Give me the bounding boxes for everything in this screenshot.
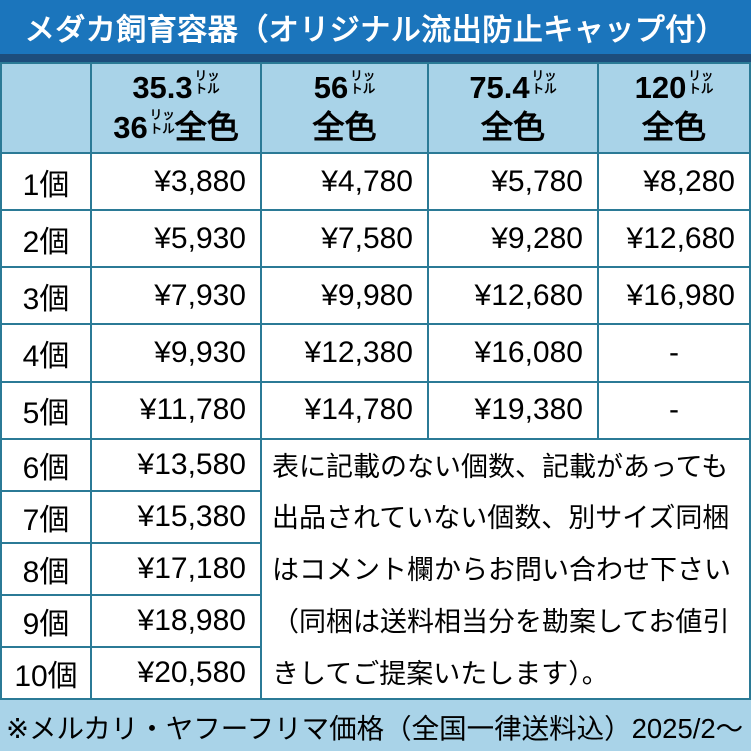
title-text: メダカ飼育容器（オリジナル流出防止キャップ付） xyxy=(24,14,727,47)
header-col-56: 56 リッ トル 全色 xyxy=(262,64,427,153)
price-table: 35.3 リッ トル 36 リッ トル 全色 56 リッ トル 全色 75.4 リッ トル 全色 xyxy=(0,62,751,700)
price-cell: ¥5,780 xyxy=(429,154,597,210)
size-number: 36 xyxy=(113,109,148,145)
price-cell: ¥12,680 xyxy=(599,211,749,267)
price-cell: ¥5,930 xyxy=(92,211,260,267)
header-col-75: 75.4 リッ トル 全色 xyxy=(429,64,597,153)
header-corner-cell xyxy=(2,64,90,153)
price-cell: ¥19,380 xyxy=(429,382,597,438)
no-offer-cell: - xyxy=(599,382,749,438)
liter-unit: リッ トル xyxy=(531,68,557,96)
qty-cell: 5個 xyxy=(2,382,90,438)
all-color-label: 全色 xyxy=(641,109,706,145)
size-label-120: 120 リッ トル xyxy=(634,68,714,105)
footer-note: ※メルカリ・ヤフーフリマ価格（全国一律送料込）2025/2～ xyxy=(6,712,744,744)
no-offer-cell: - xyxy=(599,325,749,381)
note-text: 表に記載のない個数、記載があっても出品されていない個数、別サイズ同梱はコメント欄… xyxy=(262,439,749,698)
price-cell: ¥9,280 xyxy=(429,211,597,267)
all-color-label: 全色 xyxy=(312,109,377,145)
price-cell: ¥4,780 xyxy=(262,154,427,210)
liter-unit: リッ トル xyxy=(350,68,376,96)
price-cell: ¥7,930 xyxy=(92,268,260,324)
qty-cell: 3個 xyxy=(2,268,90,324)
qty-cell: 2個 xyxy=(2,211,90,267)
all-color-label: 全色 xyxy=(174,109,239,145)
liter-unit: リッ トル xyxy=(194,68,220,96)
qty-cell: 8個 xyxy=(2,543,90,594)
all-color-label: 全色 xyxy=(480,109,545,145)
price-cell: ¥20,580 xyxy=(92,647,260,698)
price-cell: ¥8,280 xyxy=(599,154,749,210)
size-number: 120 xyxy=(634,69,687,105)
qty-cell: 10個 xyxy=(2,647,90,698)
liter-unit: リッ トル xyxy=(149,108,175,136)
price-cell: ¥18,980 xyxy=(92,595,260,646)
price-cell: ¥13,580 xyxy=(92,439,260,490)
qty-cell: 6個 xyxy=(2,439,90,490)
price-cell: ¥11,780 xyxy=(92,382,260,438)
price-cell: ¥17,180 xyxy=(92,543,260,594)
qty-cell: 4個 xyxy=(2,325,90,381)
size-number: 56 xyxy=(313,69,349,105)
price-cell: ¥14,780 xyxy=(262,382,427,438)
price-cell: ¥16,080 xyxy=(429,325,597,381)
size-number: 35.3 xyxy=(132,69,193,105)
size-label-35: 35.3 リッ トル xyxy=(132,68,220,105)
header-col-35-36: 35.3 リッ トル 36 リッ トル 全色 xyxy=(92,64,260,153)
qty-cell: 1個 xyxy=(2,154,90,210)
price-cell: ¥12,380 xyxy=(262,325,427,381)
qty-cell: 7個 xyxy=(2,491,90,542)
page-title: メダカ飼育容器（オリジナル流出防止キャップ付） xyxy=(0,0,751,62)
price-cell: ¥9,930 xyxy=(92,325,260,381)
size-label-56: 56 リッ トル xyxy=(313,68,376,105)
price-cell: ¥3,880 xyxy=(92,154,260,210)
price-cell: ¥12,680 xyxy=(429,268,597,324)
size-number: 75.4 xyxy=(469,69,530,105)
price-cell: ¥9,980 xyxy=(262,268,427,324)
header-col-120: 120 リッ トル 全色 xyxy=(599,64,749,153)
liter-unit: リッ トル xyxy=(688,68,714,96)
price-cell: ¥15,380 xyxy=(92,491,260,542)
price-cell: ¥7,580 xyxy=(262,211,427,267)
size-label-75: 75.4 リッ トル xyxy=(469,68,557,105)
qty-cell: 9個 xyxy=(2,595,90,646)
price-cell: ¥16,980 xyxy=(599,268,749,324)
size-label-36-allcolor: 36 リッ トル 全色 xyxy=(113,108,239,145)
